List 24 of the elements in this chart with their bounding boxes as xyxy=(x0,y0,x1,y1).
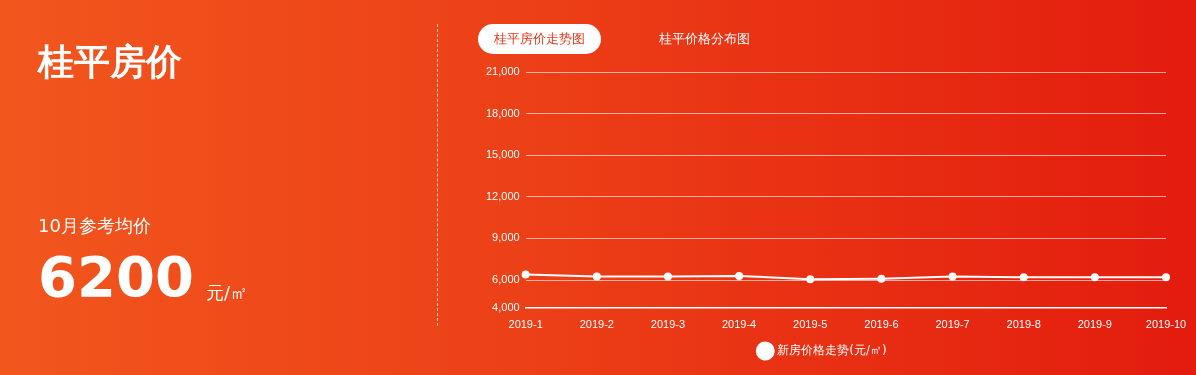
text: 桂平价格分布图 xyxy=(659,30,750,48)
y-tick-label: 21,000 xyxy=(485,65,520,78)
x-tick-label: 2019-7 xyxy=(935,318,970,331)
x-tick-label: 2019-10 xyxy=(1145,318,1187,331)
x-tick-label: 2019-6 xyxy=(864,318,899,331)
legend-label: 新房价格走势(元/㎡) xyxy=(777,343,887,358)
text: 桂平房价走势图 xyxy=(478,24,601,54)
x-tick-label: 2019-4 xyxy=(721,318,757,331)
x-tick-label: 2019-5 xyxy=(793,318,828,331)
x-tick-label: 2019-1 xyxy=(508,318,543,331)
y-tick-label: 4,000 xyxy=(492,300,520,313)
y-tick-label: 18,000 xyxy=(485,106,520,119)
x-tick-label: 2019-8 xyxy=(1006,318,1041,331)
text: 10月参考均价 xyxy=(38,214,151,238)
x-tick-label: 2019-2 xyxy=(579,318,614,331)
y-tick-label: 15,000 xyxy=(485,148,520,161)
text: 6200 xyxy=(38,243,194,311)
x-tick-label: 2019-9 xyxy=(1077,318,1112,331)
y-tick-label: 12,000 xyxy=(485,189,520,202)
y-tick-label: 6,000 xyxy=(492,273,520,286)
text: 元/㎡ xyxy=(206,281,249,305)
y-tick-label: 9,000 xyxy=(492,231,520,244)
x-tick-label: 2019-3 xyxy=(650,318,686,331)
text: 桂平房价 xyxy=(38,40,182,84)
